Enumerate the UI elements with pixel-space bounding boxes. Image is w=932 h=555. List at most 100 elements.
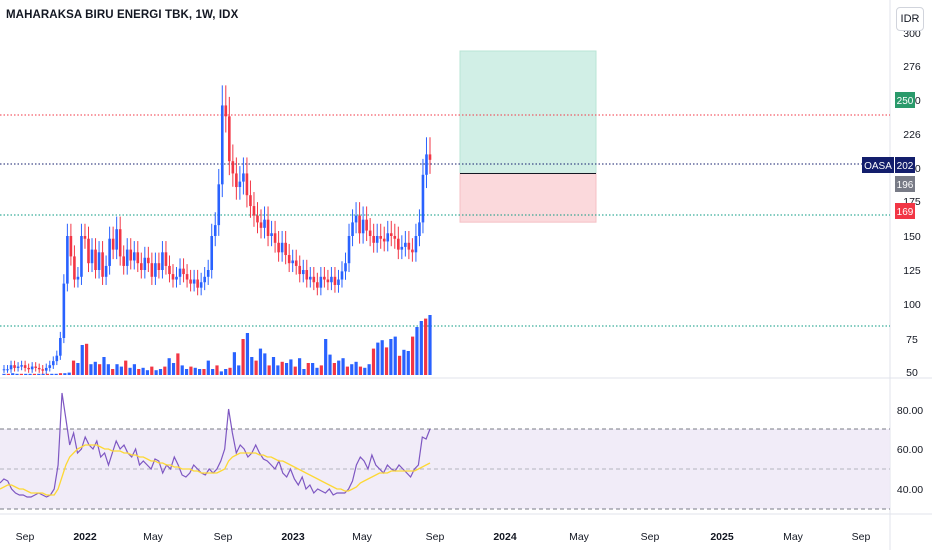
candle-body <box>59 338 62 356</box>
volume-bar <box>54 373 58 375</box>
candle-body <box>164 252 168 266</box>
candle-body <box>411 249 414 253</box>
candle-body <box>393 236 397 239</box>
volume-bar <box>132 364 137 375</box>
time-tick: 2024 <box>493 531 517 543</box>
candle-body <box>425 154 428 175</box>
target-zone <box>459 50 597 174</box>
price-label-bg <box>895 176 915 192</box>
candle-body <box>66 236 69 284</box>
candle-body <box>252 206 256 216</box>
volume-bar <box>193 367 197 375</box>
currency-button[interactable]: IDR <box>896 7 924 31</box>
volume-bar <box>11 373 15 375</box>
time-tick: 2025 <box>710 531 734 543</box>
candle-body <box>421 174 425 223</box>
volume-bar <box>419 321 423 375</box>
volume-bar <box>37 373 41 375</box>
candle-body <box>368 230 372 236</box>
time-tick: Sep <box>641 531 660 543</box>
candle-body <box>140 263 143 270</box>
candle-body <box>397 238 400 250</box>
candle-body <box>83 236 87 239</box>
candle-body <box>34 366 37 368</box>
candle-body <box>87 238 90 264</box>
volume-bar <box>80 345 84 375</box>
candle-body <box>104 265 108 277</box>
volume-bar <box>350 364 354 375</box>
candle-body <box>168 265 171 275</box>
candle-body <box>301 270 305 275</box>
volume-bar <box>415 327 419 375</box>
candle-body <box>326 279 330 283</box>
candle-body <box>213 225 217 236</box>
candle-body <box>51 361 55 366</box>
volume-bar <box>254 360 258 375</box>
volume-bar <box>376 342 380 375</box>
candle-body <box>16 366 20 368</box>
candle-body <box>108 238 111 266</box>
volume-bar <box>341 358 345 375</box>
time-tick: Sep <box>852 531 871 543</box>
candle-body <box>125 249 129 266</box>
candle-body <box>375 236 379 243</box>
candle-body <box>55 355 59 362</box>
volume-bar <box>371 348 376 375</box>
candle-body <box>245 173 249 196</box>
candle-body <box>147 257 150 264</box>
volume-bar <box>263 353 267 375</box>
volume-bar <box>71 360 76 375</box>
volume-bar <box>363 367 367 375</box>
volume-bar <box>89 364 93 375</box>
symbol-label: OASA <box>864 161 892 172</box>
volume-bar <box>293 366 297 375</box>
candle-body <box>305 270 309 280</box>
volume-bar <box>271 357 276 375</box>
candle-body <box>97 252 101 270</box>
chart-title: MAHARAKSA BIRU ENERGI TBK, 1W, IDX <box>6 9 239 21</box>
volume-bar <box>28 373 32 375</box>
candle-body <box>224 105 228 117</box>
volume-bar <box>428 315 432 375</box>
volume-bar <box>167 358 171 375</box>
volume-bar <box>228 367 232 375</box>
candle-body <box>407 242 411 250</box>
candle-body <box>62 283 66 338</box>
volume-bar <box>154 370 158 375</box>
candle-body <box>37 367 41 370</box>
candle-body <box>189 279 192 284</box>
volume-bar <box>124 360 128 375</box>
candle-body <box>178 268 182 277</box>
candle-body <box>277 242 280 253</box>
volume-bar <box>19 373 23 375</box>
candle-body <box>330 276 333 283</box>
price-label-bg <box>895 157 915 173</box>
volume-bar <box>102 357 106 375</box>
volume-bar <box>76 363 80 375</box>
candle-body <box>30 366 34 370</box>
volume-bar <box>115 364 119 375</box>
time-tick: May <box>783 531 804 543</box>
volume-bar <box>332 363 336 375</box>
candle-body <box>291 260 294 264</box>
volume-bar <box>306 363 310 375</box>
candle-body <box>41 369 45 371</box>
candle-body <box>154 263 157 277</box>
candle-body <box>175 276 178 280</box>
candle-body <box>284 242 287 256</box>
candle-body <box>319 276 323 288</box>
volume-bar <box>163 366 167 375</box>
candle-body <box>228 116 231 162</box>
candle-body <box>199 282 203 288</box>
volume-bar <box>284 363 289 375</box>
candle-body <box>235 173 238 188</box>
candle-body <box>111 238 115 250</box>
volume-bar <box>337 360 341 375</box>
candle-body <box>129 249 133 261</box>
candle-body <box>220 105 224 185</box>
candle-body <box>351 222 354 236</box>
candle-body <box>270 233 273 236</box>
volume-bar <box>232 352 236 375</box>
